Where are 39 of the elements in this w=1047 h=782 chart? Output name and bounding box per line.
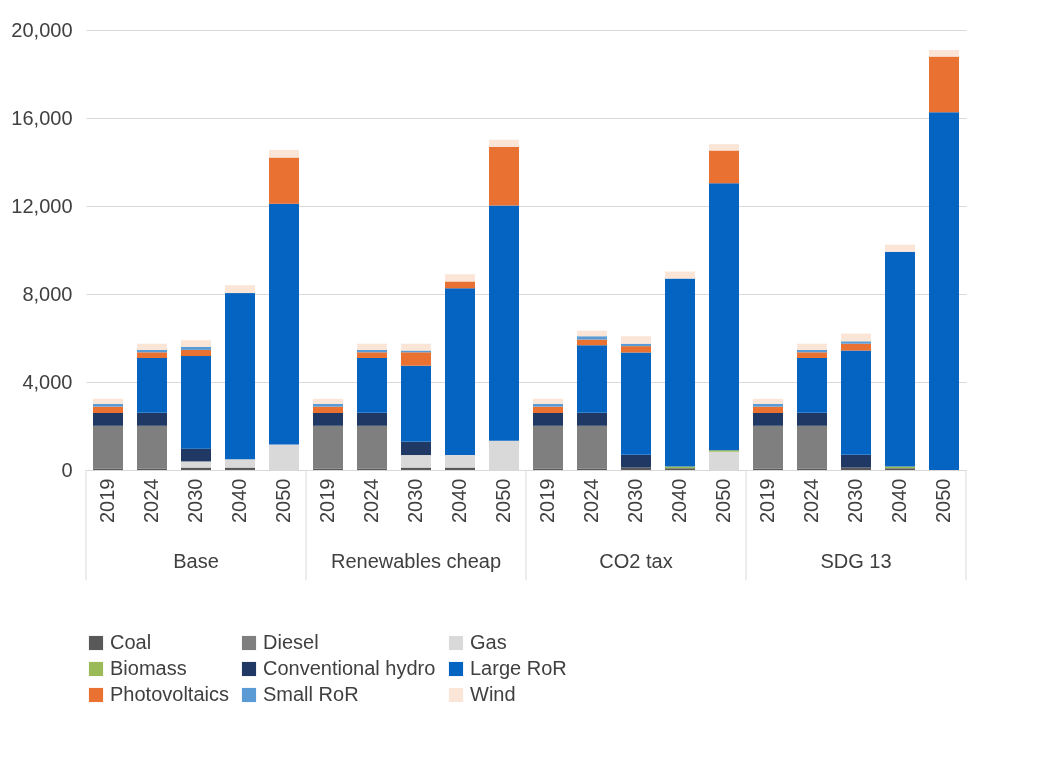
x-tick-label: 2050 <box>712 478 734 523</box>
x-tick-label: 2024 <box>800 478 822 523</box>
legend-label: Large RoR <box>470 657 567 679</box>
text: SDG 13 <box>820 550 892 572</box>
x-tick-label: 2050 <box>272 478 294 523</box>
x-tick-label: 2030 <box>184 478 206 523</box>
x-tick-label: 2019 <box>316 478 338 523</box>
x-tick-label: 2024 <box>580 478 602 523</box>
x-tick-label: 2040 <box>448 478 470 523</box>
legend-label: Diesel <box>263 631 319 653</box>
x-tick-label: 2030 <box>404 478 426 523</box>
y-tick-label: 20,000 <box>11 18 73 41</box>
legend-label: Gas <box>470 631 507 653</box>
y-tick-label: 8,000 <box>22 282 73 305</box>
legend-label: Biomass <box>110 657 187 679</box>
y-tick-label: 12,000 <box>11 194 73 217</box>
x-tick-label: 2019 <box>96 478 118 523</box>
x-tick-label: 2040 <box>668 478 690 523</box>
legend-label: Small RoR <box>263 683 359 705</box>
x-tick-label: 2030 <box>624 478 646 523</box>
x-tick-label: 2040 <box>228 478 250 523</box>
text: Base <box>173 550 219 572</box>
y-tick-label: 0 <box>61 458 73 481</box>
x-tick-label: 2019 <box>756 478 778 523</box>
legend-label: Photovoltaics <box>110 683 229 705</box>
x-tick-label: 2019 <box>536 478 558 523</box>
x-tick-label: 2040 <box>888 478 910 523</box>
x-tick-label: 2024 <box>140 478 162 523</box>
y-tick-label: 16,000 <box>11 106 73 129</box>
legend-label: Wind <box>470 683 516 705</box>
x-tick-label: 2050 <box>932 478 954 523</box>
legend-label: Coal <box>110 631 152 653</box>
legend-label: Conventional hydro <box>263 657 436 679</box>
x-tick-label: 2024 <box>360 478 382 523</box>
x-tick-label: 2030 <box>844 478 866 523</box>
text: CO2 tax <box>599 550 673 572</box>
y-tick-label: 4,000 <box>22 370 73 393</box>
x-tick-label: 2050 <box>492 478 514 523</box>
text: Renewables cheap <box>330 550 502 572</box>
